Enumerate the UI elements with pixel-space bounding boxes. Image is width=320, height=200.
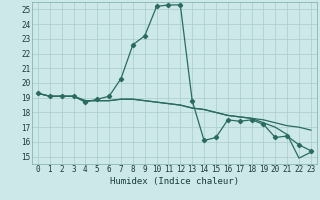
X-axis label: Humidex (Indice chaleur): Humidex (Indice chaleur) (110, 177, 239, 186)
